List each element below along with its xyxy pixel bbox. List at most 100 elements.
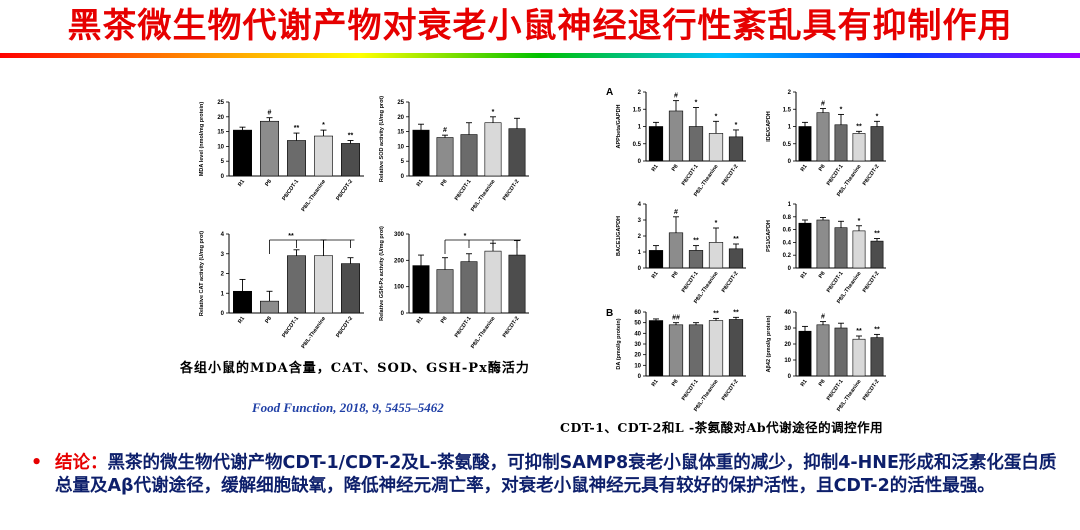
chart-ide-category-label: P8/CDT-2 [862, 164, 881, 187]
chart-mda-category-label: P8/L-Theanine [301, 179, 327, 213]
chart-cat-bar [233, 290, 252, 314]
chart-da-category-label: P8/CDT-2 [721, 379, 740, 402]
chart-app-category-label: P8/CDT-2 [721, 164, 740, 187]
chart-gsh-bar [484, 250, 502, 314]
chart-gsh-category-label: R1 [416, 316, 425, 325]
rainbow-divider [0, 53, 1080, 58]
chart-cat-ytick-label: 1 [221, 291, 225, 297]
chart-bace1: BACE1/GAPDH01234R1#P8**P8/CDT-1*P8/L-The… [616, 202, 746, 305]
chart-bace-category-label: R1 [651, 271, 660, 280]
chart-bace-bar [668, 232, 684, 269]
chart-ps1-category-label: P8/CDT-1 [826, 271, 845, 294]
bullet-icon: • [31, 453, 43, 473]
left-figure-caption: 各组小鼠的MDA含量，CAT、SOD、GSH-Px酶活力 [180, 361, 530, 376]
chart-gsh-category-label: P8 [440, 316, 449, 325]
chart-da-sig-marker: ** [733, 309, 739, 316]
chart-sod-bar [436, 137, 454, 177]
chart-cat-ytick-label: 4 [221, 232, 225, 238]
chart-ps1-category-label: P8/CDT-2 [862, 271, 881, 294]
chart-sod-ytick-label: 5 [401, 159, 405, 165]
chart-bace-sig-marker: ** [733, 236, 739, 243]
chart-bace-bar [688, 250, 704, 269]
chart-ps1-sig-marker: ** [874, 231, 880, 238]
chart-mda-ytick-label: 20 [217, 115, 224, 121]
chart-mda: MDA level (nmol/mg protein) 0 5 10 15 20 25 R1 #… [199, 100, 364, 213]
chart-bace-category-label: P8/CDT-1 [681, 271, 700, 294]
chart-da-bar [688, 324, 704, 377]
chart-bace-ytick-label: 3 [638, 218, 642, 224]
chart-gsh-ytick-label: 100 [394, 285, 405, 291]
chart-app-bar [688, 126, 704, 162]
chart-bace-sig-marker: * [715, 220, 718, 227]
chart-cat-ytick-label: 0 [221, 311, 225, 317]
chart-bace-ytick-label: 1 [638, 250, 642, 256]
chart-bace-sig-marker: ** [693, 238, 699, 245]
chart-sod-ytick-label: 10 [397, 144, 404, 150]
chart-ab42-bar [798, 330, 812, 377]
chart-cat-category-label: P8 [264, 316, 273, 325]
citation: Food Function, 2018, 9, 5455–5462 [252, 400, 444, 415]
chart-mda-sig-marker: * [322, 122, 325, 129]
chart-da-ytick-label: 40 [634, 331, 641, 337]
chart-sod-ytick-label: 25 [397, 100, 404, 106]
chart-ps1-ytick-label: 0.4 [783, 240, 792, 246]
chart-mda-ytick-label: 5 [221, 159, 225, 165]
chart-sod-bar [460, 134, 478, 177]
chart-ab42-sig-marker: # [821, 314, 825, 321]
chart-cat-ylabel: Relative CAT activity (U/mg prot) [199, 231, 205, 316]
chart-bace-ytick-label: 4 [638, 202, 642, 208]
chart-ide-sig-marker: * [840, 106, 843, 113]
chart-ide: IDE/GAPDH00.511.52R1#P8*P8/CDT-1**P8/L-T… [766, 90, 886, 198]
conclusion-text: 黑茶的微生物代谢产物CDT-1/CDT-2及L-茶氨酸，可抑制SAMP8衰老小鼠… [55, 453, 1057, 496]
chart-mda-sig-marker: # [268, 110, 272, 117]
chart-da-category-label: P8 [671, 379, 680, 388]
chart-ide-bar [870, 126, 884, 162]
chart-gsh-bracket-label: * [464, 233, 467, 240]
chart-app-sig-marker: * [715, 113, 718, 120]
chart-ide-sig-marker: ** [856, 123, 862, 130]
chart-mda-ytick-label: 10 [217, 144, 224, 150]
chart-gsh-bar [508, 254, 526, 314]
chart-ps1-ylabel: PS1/GAPDH [766, 220, 772, 252]
chart-gsh-category-label: P8/CDT-1 [454, 316, 473, 339]
chart-mda-category-label: P8 [264, 179, 273, 188]
chart-mda-category-label: R1 [237, 179, 246, 188]
chart-cat-bar [260, 300, 279, 314]
chart-gsh: Relative GSH-Px activity (U/mg prot) 0 100… [379, 226, 529, 350]
chart-app-bar [708, 133, 724, 162]
chart-mda-category-label: P8/CDT-1 [281, 179, 300, 202]
chart-da-category-label: P8/CDT-1 [681, 379, 700, 402]
chart-da-ytick-label: 30 [634, 342, 641, 348]
chart-ide-category-label: R1 [800, 164, 809, 173]
chart-gsh-bar [412, 265, 430, 314]
chart-app-bar [668, 110, 684, 162]
chart-app-beta: APPbeta/GAPDH 0 0.5 1 1.5 2 R1 # P8 * P8/CDT-1 * P8/… [616, 90, 746, 198]
chart-mda-ytick-label: 0 [221, 174, 225, 180]
chart-ab42-ytick-label: 20 [784, 342, 791, 348]
chart-cat-bar [287, 255, 306, 314]
chart-sod-bar [412, 129, 430, 177]
chart-ps1-ytick-label: 0 [788, 266, 792, 272]
chart-ps1-bar [852, 230, 866, 269]
chart-ab42-category-label: P8 [818, 379, 827, 388]
chart-ps1-category-label: P8 [818, 271, 827, 280]
chart-mda-bar [260, 120, 279, 177]
chart-sod-bar [484, 122, 502, 177]
chart-app-ylabel: APPbeta/GAPDH [616, 104, 622, 148]
chart-da-bar [648, 320, 664, 377]
chart-app-sig-marker: * [695, 100, 698, 107]
chart-ide-ytick-label: 1.5 [783, 107, 792, 113]
chart-app-category-label: P8/CDT-1 [681, 164, 700, 187]
chart-da-ytick-label: 0 [638, 374, 642, 380]
chart-da-bar [668, 324, 684, 377]
chart-app-ytick-label: 1 [638, 125, 642, 131]
chart-da-sig-marker: ** [713, 310, 719, 317]
chart-sod-category-label: P8 [440, 179, 449, 188]
chart-ps1-bar [870, 240, 884, 269]
chart-ab42-category-label: P8/CDT-2 [862, 379, 881, 402]
chart-da-ytick-label: 60 [634, 310, 641, 316]
chart-sod-category-label: R1 [416, 179, 425, 188]
chart-ab42-ytick-label: 30 [784, 326, 791, 332]
